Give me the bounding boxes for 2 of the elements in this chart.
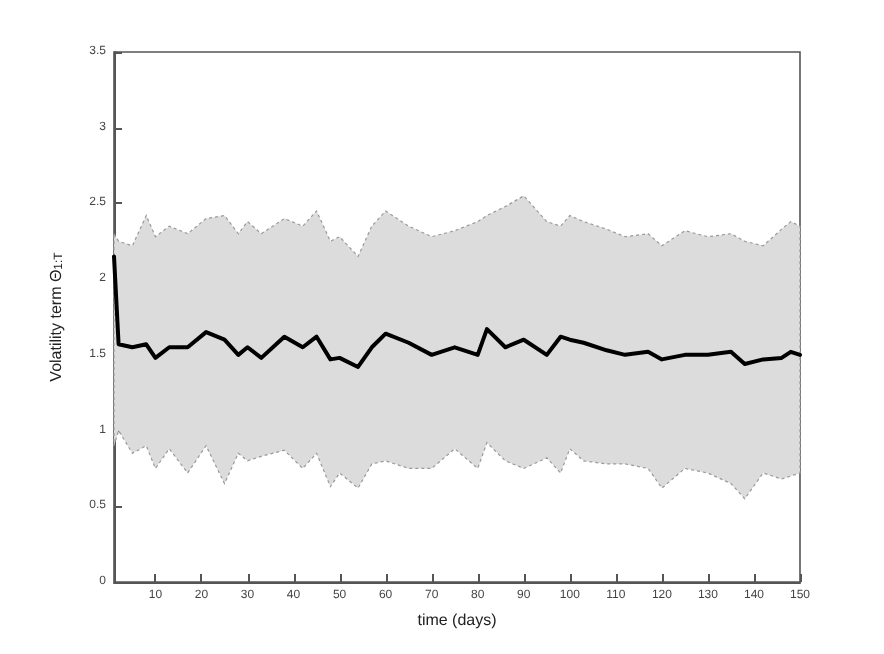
line-series <box>112 254 802 369</box>
x-axis-title: time (days) <box>417 610 498 629</box>
